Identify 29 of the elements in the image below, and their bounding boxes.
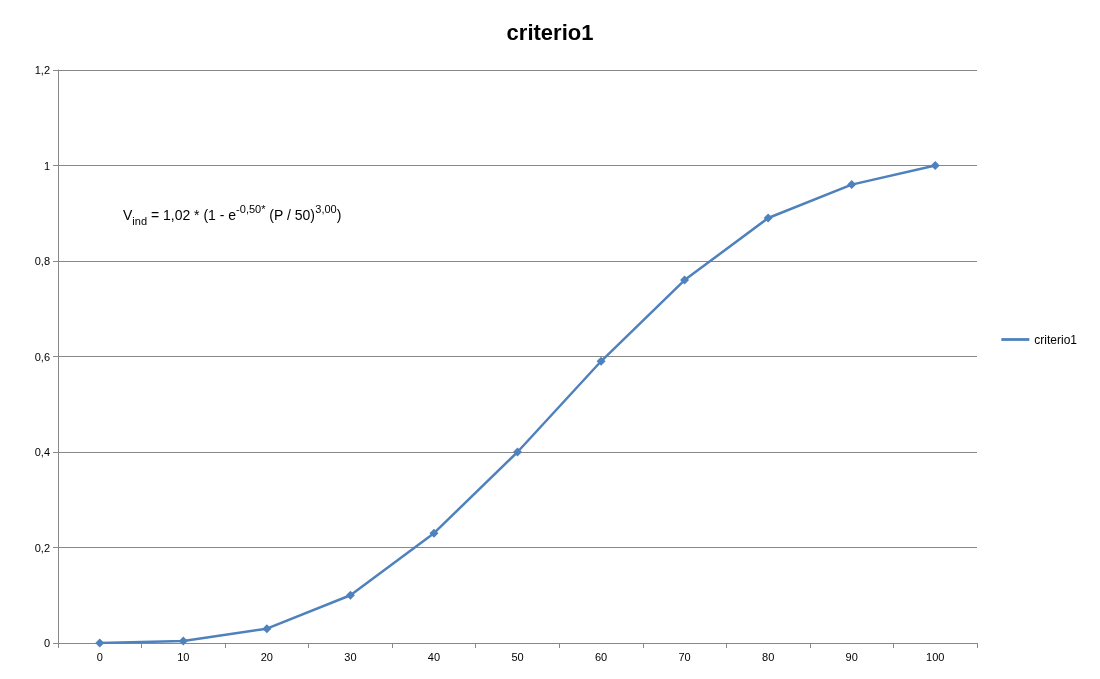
point xyxy=(596,356,606,366)
point xyxy=(680,275,690,285)
y-tick-label: 0,6 xyxy=(34,350,50,363)
y-tick-label: 0,2 xyxy=(34,541,50,554)
x-tick-label: 80 xyxy=(762,650,775,663)
x-tick-label: 60 xyxy=(594,650,608,663)
y-tick-label: 0,8 xyxy=(34,255,50,267)
y-tick-label: 1 xyxy=(43,159,50,172)
point xyxy=(847,180,857,190)
y-tick-label: 0 xyxy=(43,637,50,649)
x-tick-label: 30 xyxy=(344,650,357,663)
x-tick-label: 0 xyxy=(96,650,103,663)
point xyxy=(262,624,272,634)
point xyxy=(513,447,522,457)
point xyxy=(763,213,773,223)
point xyxy=(429,528,439,538)
x-tick-label: 20 xyxy=(260,650,273,663)
y-tick-label: 1,2 xyxy=(34,64,50,76)
x-tick-label: 100 xyxy=(926,650,945,663)
x-tick-label: 70 xyxy=(678,650,691,663)
x-tick-label: 10 xyxy=(177,650,190,663)
chart-title: criterio1 xyxy=(506,19,594,45)
x-tick-label: 50 xyxy=(511,650,524,663)
x-tick-label: 90 xyxy=(845,650,858,663)
legend-label: criterio1 xyxy=(1034,332,1078,347)
y-tick-label: 0,4 xyxy=(34,446,50,458)
point xyxy=(345,590,355,600)
point xyxy=(930,161,940,170)
x-tick-label: 40 xyxy=(427,650,441,663)
